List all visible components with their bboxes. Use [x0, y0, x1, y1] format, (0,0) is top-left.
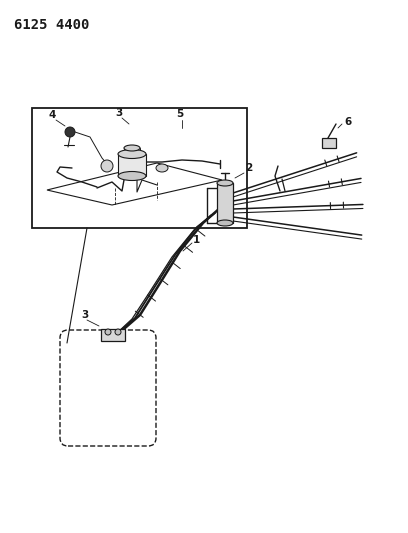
- Text: 6125 4400: 6125 4400: [14, 18, 89, 32]
- Ellipse shape: [217, 220, 233, 226]
- Ellipse shape: [118, 172, 146, 181]
- Bar: [32, 108, 247, 228]
- Bar: [118, 154, 146, 176]
- Text: 1: 1: [193, 235, 200, 245]
- Circle shape: [65, 127, 75, 137]
- Text: 5: 5: [176, 109, 184, 119]
- Circle shape: [105, 329, 111, 335]
- Bar: [101, 329, 125, 341]
- Bar: [322, 138, 336, 148]
- Bar: [217, 183, 233, 223]
- Circle shape: [101, 160, 113, 172]
- Ellipse shape: [124, 145, 140, 151]
- Text: 4: 4: [48, 110, 55, 120]
- Ellipse shape: [156, 164, 168, 172]
- Text: 3: 3: [81, 310, 88, 320]
- Text: 3: 3: [115, 108, 123, 118]
- Circle shape: [115, 329, 121, 335]
- Ellipse shape: [217, 180, 233, 186]
- Ellipse shape: [118, 149, 146, 158]
- Bar: [32, 108, 247, 228]
- Text: 2: 2: [245, 163, 252, 173]
- Text: 6: 6: [344, 117, 351, 127]
